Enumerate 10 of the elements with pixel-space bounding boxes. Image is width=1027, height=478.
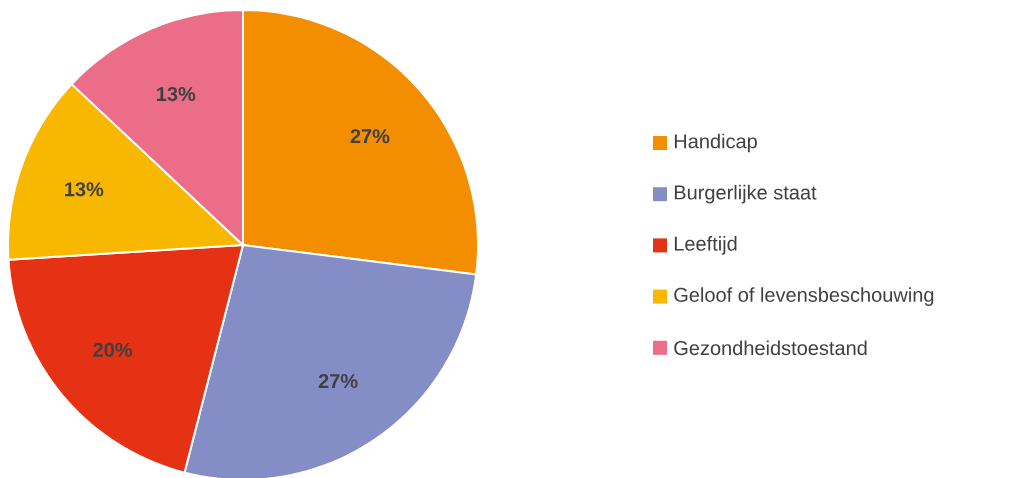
data-label: 20% (93, 342, 133, 357)
data-label: 27% (318, 374, 358, 389)
data-label: 13% (157, 86, 196, 102)
data-label: 13% (65, 182, 104, 197)
legend-label: Burgerlijke staat (674, 184, 817, 204)
legend-label: Leeftijd (674, 236, 737, 255)
legend-label: Geloof of levensbeschouwing (674, 287, 934, 306)
legend-label: Gezondheidstoestand (674, 340, 867, 356)
legend-label: Handicap (674, 133, 757, 153)
data-label: 27% (350, 129, 390, 144)
